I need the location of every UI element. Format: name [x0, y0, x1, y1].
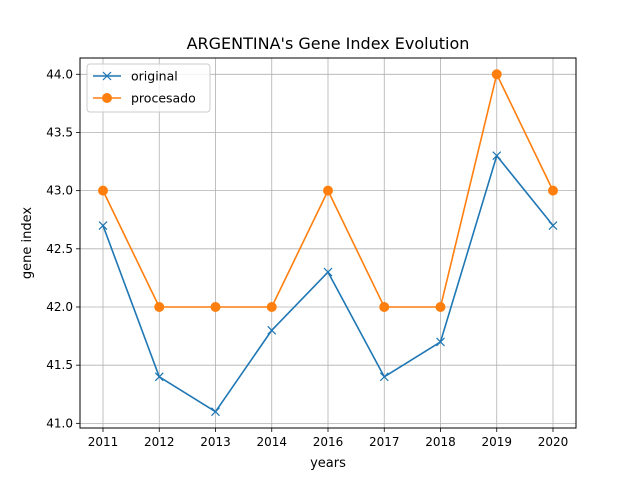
- y-tick-label: 43.0: [46, 184, 73, 198]
- legend-entry-original: original: [93, 69, 178, 84]
- data-point-original: [436, 337, 445, 347]
- data-point-original: [548, 221, 558, 230]
- legend-marker: [102, 93, 112, 103]
- y-tick-label: 43.5: [46, 125, 73, 139]
- chart-title: ARGENTINA's Gene Index Evolution: [187, 34, 470, 53]
- x-axis-label: years: [310, 456, 346, 471]
- legend-entry-procesado: procesado: [93, 91, 196, 106]
- y-tick-label: 41.0: [46, 416, 73, 430]
- y-axis-label: gene index: [20, 207, 35, 279]
- data-point-procesado: [154, 301, 165, 312]
- series-original: [98, 151, 558, 417]
- data-point-procesado: [548, 185, 558, 196]
- data-point-original: [267, 325, 277, 335]
- y-tick-label: 44.0: [46, 67, 73, 81]
- x-tick-label: 2011: [88, 435, 119, 449]
- y-tick-label: 41.5: [46, 358, 73, 372]
- data-point-original: [492, 151, 502, 161]
- y-axis-ticks: 41.0 41.5 42.0 42.5 43.0 43.5 44.0: [46, 67, 80, 430]
- data-point-original: [154, 372, 164, 382]
- x-tick-label: 2019: [481, 435, 512, 449]
- data-point-procesado: [98, 185, 108, 196]
- data-point-original: [98, 221, 108, 230]
- data-point-procesado: [323, 185, 333, 196]
- data-point-procesado: [379, 301, 390, 312]
- legend-marker: [102, 71, 112, 81]
- x-tick-label: 2016: [313, 435, 344, 449]
- y-tick-label: 42.5: [46, 242, 73, 256]
- data-point-procesado: [435, 301, 446, 312]
- x-tick-label: 2020: [538, 435, 569, 449]
- x-tick-label: 2017: [369, 435, 400, 449]
- data-point-procesado: [491, 69, 502, 80]
- x-tick-label: 2014: [256, 435, 287, 449]
- legend-label: procesado: [131, 91, 196, 106]
- x-tick-label: 2012: [144, 435, 175, 449]
- legend-label: original: [131, 69, 178, 84]
- x-tick-label: 2018: [425, 435, 456, 449]
- data-point-original: [211, 407, 220, 417]
- series-procesado: [98, 69, 558, 312]
- data-point-original: [323, 267, 333, 277]
- data-point-original: [379, 372, 389, 382]
- data-point-procesado: [266, 301, 277, 312]
- y-tick-label: 42.0: [46, 300, 73, 314]
- x-axis-ticks: 2011 2012 2013 2014 2016 2017 2018 2019 2020: [88, 428, 569, 449]
- series-layer: [98, 69, 558, 417]
- x-tick-label: 2013: [200, 435, 231, 449]
- legend: original procesado: [86, 63, 211, 113]
- data-point-procesado: [210, 301, 221, 312]
